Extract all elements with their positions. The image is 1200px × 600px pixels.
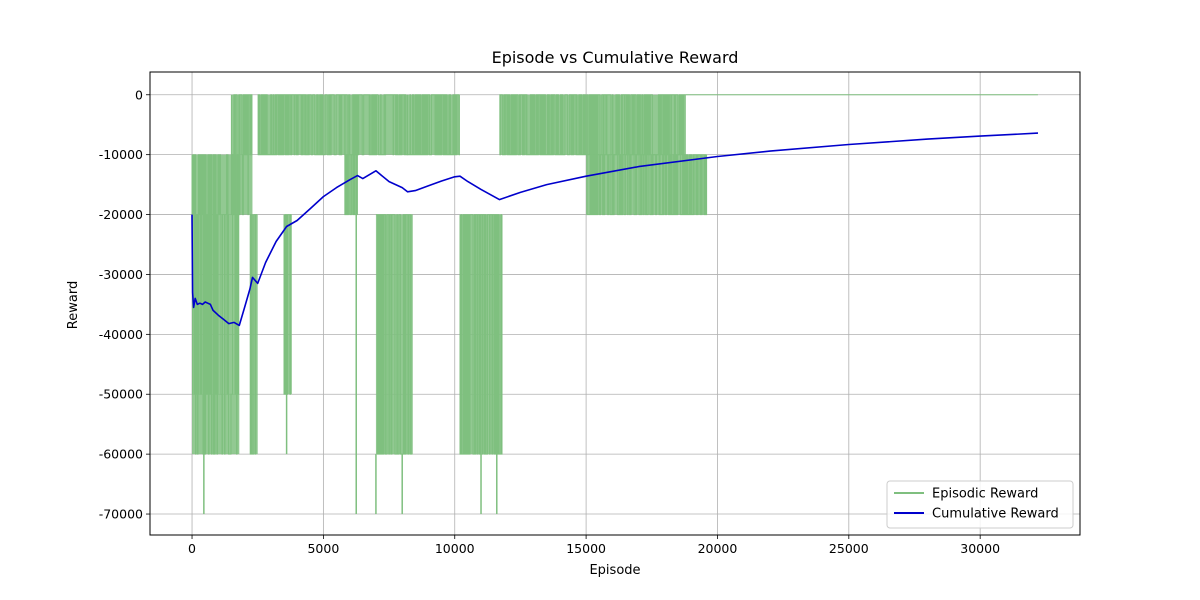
episodic-reward-band [407,94,460,155]
episodic-reward-band [375,214,413,455]
y-tick-label: -30000 [99,267,143,282]
y-tick-label: -40000 [99,327,143,342]
episodic-reward-band [249,214,258,455]
y-tick-label: -60000 [99,447,143,462]
episodic-reward-band [283,214,292,395]
episodic-reward-band [344,154,358,215]
cumulative-reward-line [191,132,1039,327]
plot-frame [149,71,1081,536]
y-tick-label: 0 [135,87,143,102]
y-axis-label: Reward [66,281,81,329]
y-tick-label: -10000 [99,147,143,162]
episodic-reward-band [586,154,707,215]
x-tick-label: 5000 [307,541,339,556]
episodic-reward-band [257,94,379,155]
episodic-reward-series [191,94,1038,515]
y-tick-label: -50000 [99,387,143,402]
episodic-reward-band [499,94,686,155]
legend-label-cumulative-reward: Cumulative Reward [932,507,1059,522]
chart-title: Episode vs Cumulative Reward [492,48,739,67]
legend-box [886,480,1074,529]
y-tick-label: -70000 [99,507,143,522]
x-axis-label: Episode [589,563,640,578]
x-tick-label: 20000 [698,541,738,556]
y-axis-ticks: 0 -10000 -20000 -30000 -40000 -50000 -60000 -70… [99,87,150,522]
x-axis-ticks: 0 5000 10000 15000 20000 25000 30000 [188,535,1000,556]
episodic-reward-band [460,214,503,455]
legend: Episodic Reward Cumulative Reward [886,480,1074,529]
x-tick-label: 0 [188,541,196,556]
x-tick-label: 30000 [960,541,1000,556]
episodic-reward-band [231,94,253,215]
cumulative-reward-series [191,132,1039,327]
x-tick-label: 25000 [829,541,869,556]
x-tick-label: 15000 [566,541,606,556]
legend-label-episodic-reward: Episodic Reward [932,487,1038,502]
episodic-reward-band [378,94,408,155]
y-tick-label: -20000 [99,207,143,222]
x-tick-label: 10000 [435,541,475,556]
